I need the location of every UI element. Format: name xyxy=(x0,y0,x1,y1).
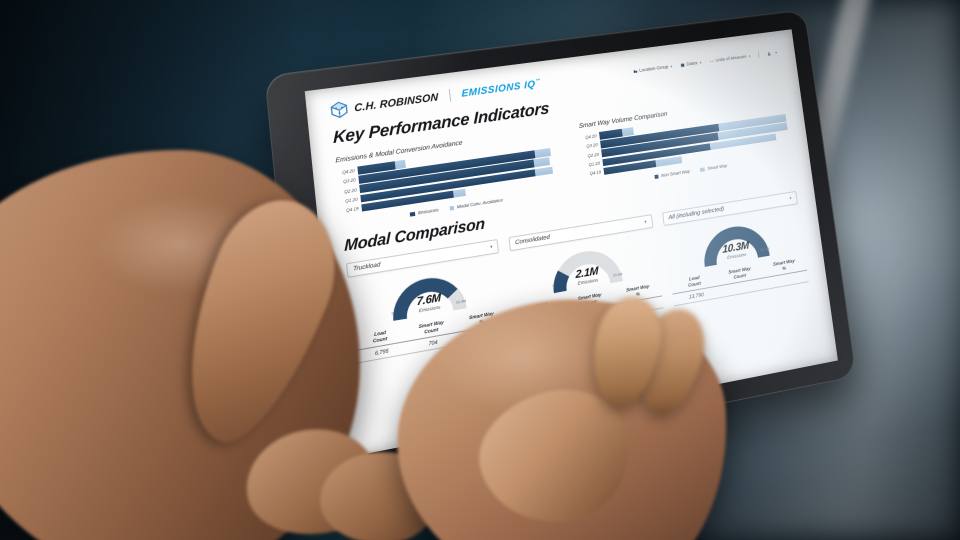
bar-segment-avoidance xyxy=(395,159,407,169)
chevron-down-icon: ▾ xyxy=(670,64,673,69)
legend-swatch-non-smart-way xyxy=(654,174,659,180)
building-icon xyxy=(633,69,637,73)
axis-tick-label: Q1 20 xyxy=(345,196,358,204)
bar-segment-avoidance xyxy=(452,188,466,199)
chevron-down-icon: ▾ xyxy=(775,50,778,55)
gauge-min-label: 0 xyxy=(552,284,555,289)
gauge-emissions-2: 2.1M Emissions 0 10.3M xyxy=(548,242,625,296)
gauge-min-label: 0 xyxy=(703,258,706,263)
axis-tick-label: Q4 20 xyxy=(342,168,355,176)
chevron-down-icon: ▾ xyxy=(699,60,702,65)
product-name: EMISSIONS IQ™ xyxy=(461,77,541,100)
chevron-down-icon: ▾ xyxy=(644,219,647,225)
legend-swatch-emissions xyxy=(409,211,415,217)
bar-segment-smart-way xyxy=(621,127,635,137)
nav-item-units-of-measure[interactable]: Units of Measure ▾ xyxy=(709,53,751,63)
nav-label: Dates xyxy=(686,60,698,67)
nav-item-account[interactable]: ▾ xyxy=(767,50,778,56)
legend-label: Smart Way xyxy=(706,163,727,172)
axis-tick-label: Q4 19 xyxy=(346,205,359,213)
nav-label: Units of Measure xyxy=(715,53,747,63)
legend-swatch-avoidance xyxy=(449,205,455,211)
axis-tick-label: Q3 20 xyxy=(343,177,356,185)
nav-item-location-group[interactable]: Location Group ▾ xyxy=(633,64,673,74)
nav-label: Location Group xyxy=(638,64,669,73)
axis-tick-label: Q2 20 xyxy=(344,187,357,195)
calendar-icon xyxy=(680,62,685,67)
axis-tick-label: Q3 20 xyxy=(586,142,598,150)
select-value: Consolidated xyxy=(515,234,551,247)
metric-panel-truckload: 7.6M Emissions 0 10.3M Load Count Smart W… xyxy=(348,261,509,364)
gauge-emissions-1: 7.6M Emissions 0 10.3M xyxy=(387,268,468,324)
select-value: All (including selected) xyxy=(668,206,724,222)
trademark-symbol: ™ xyxy=(535,77,541,85)
brand-divider xyxy=(448,88,452,102)
brand-name: C.H. ROBINSON xyxy=(354,90,439,115)
legend-item[interactable]: Non Smart Way xyxy=(654,169,691,180)
axis-tick-label: Q1 20 xyxy=(588,160,600,168)
legend-item[interactable]: Emissions xyxy=(409,207,439,217)
chevron-down-icon: ▾ xyxy=(489,244,493,250)
axis-tick-label: Q2 20 xyxy=(587,151,599,159)
nav-item-dates[interactable]: Dates ▾ xyxy=(680,60,702,67)
chevron-down-icon: ▾ xyxy=(789,195,792,201)
background-shadow-left xyxy=(0,0,300,540)
legend-item[interactable]: Modal Conv. Avoidance xyxy=(449,198,503,211)
chevron-down-icon: ▾ xyxy=(748,53,751,58)
cube-logo-icon xyxy=(329,100,349,120)
legend-label: Non Smart Way xyxy=(661,169,691,179)
bar-chart-body: Q4 20 Q3 20 xyxy=(336,138,566,216)
axis-tick-label: Q4 19 xyxy=(589,169,602,177)
gauge-emissions-3: 10.3M Emissions 0 10.3M xyxy=(699,217,772,269)
legend-item[interactable]: Smart Way xyxy=(699,163,727,172)
metric-panel-consolidated: 2.1M Emissions 0 10.3M Load Count Smart W… xyxy=(511,236,664,335)
scale-icon xyxy=(709,59,714,63)
nav-divider xyxy=(758,51,760,58)
select-value: Truckload xyxy=(353,262,381,274)
user-icon xyxy=(767,51,771,56)
axis-tick-label: Q4 20 xyxy=(585,133,597,141)
gauge-min-label: 0 xyxy=(391,311,395,317)
legend-swatch-smart-way xyxy=(699,167,705,172)
bar-chart-body: Q4 20 Q3 20 xyxy=(580,106,790,178)
metric-panel-all: 10.3M Emissions 0 10.3M Load Count Smart … xyxy=(665,212,809,307)
legend-label: Emissions xyxy=(417,207,439,216)
legend-label: Modal Conv. Avoidance xyxy=(456,197,503,210)
